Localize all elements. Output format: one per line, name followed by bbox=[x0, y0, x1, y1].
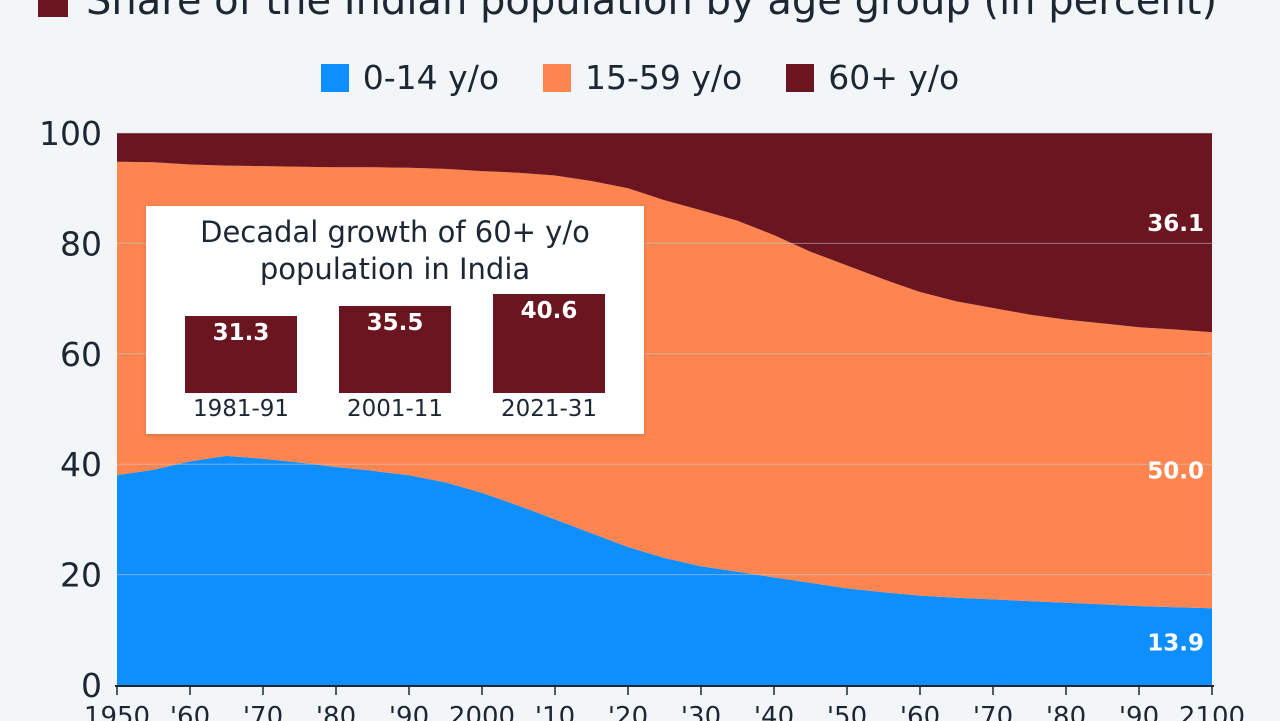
y-tick-label: 20 bbox=[60, 556, 102, 595]
x-tick-label: 1950 bbox=[84, 702, 150, 721]
x-tick-label: '70 bbox=[243, 702, 283, 721]
inset-bar-category: 1981-91 bbox=[192, 396, 290, 422]
legend-swatch-working bbox=[543, 63, 572, 92]
x-tick-label: '30 bbox=[681, 702, 721, 721]
inset-bar-category: 2021-31 bbox=[500, 396, 598, 422]
area-0-14 bbox=[117, 455, 1212, 685]
x-tick-label: '20 bbox=[608, 702, 648, 721]
inset-bar-value: 35.5 bbox=[366, 310, 424, 337]
end-labels: 13.9 50.0 36.1 bbox=[1147, 211, 1204, 656]
x-tick-label: '60 bbox=[900, 702, 940, 721]
y-tick-label: 40 bbox=[60, 445, 102, 484]
legend-item-young: 0-14 y/o bbox=[320, 58, 500, 97]
chart-title-text: Share of the Indian population by age gr… bbox=[86, 0, 1218, 24]
legend-label-old: 60+ y/o bbox=[828, 58, 960, 97]
x-tick-label: '70 bbox=[973, 702, 1013, 721]
inset-bar-value: 40.6 bbox=[520, 297, 578, 324]
x-tick-label: '60 bbox=[170, 702, 210, 721]
inset-bar-category: 2001-11 bbox=[346, 396, 444, 422]
legend-label-working: 15-59 y/o bbox=[585, 58, 743, 97]
y-tick-label: 0 bbox=[81, 666, 102, 705]
x-tick-label: '90 bbox=[389, 702, 429, 721]
legend-item-working: 15-59 y/o bbox=[543, 58, 742, 97]
x-tick-label: 2100 bbox=[1179, 702, 1245, 721]
inset-bar-value: 31.3 bbox=[212, 320, 270, 347]
x-tick-label: '40 bbox=[754, 702, 794, 721]
y-tick-label: 80 bbox=[60, 224, 102, 263]
x-tick-label: '80 bbox=[1046, 702, 1086, 721]
x-tick-label: '90 bbox=[1119, 702, 1159, 721]
x-tick-label: 2000 bbox=[449, 702, 515, 721]
x-tick-label: '80 bbox=[316, 702, 356, 721]
y-tick-label: 100 bbox=[39, 114, 102, 153]
inset-bar bbox=[493, 293, 605, 393]
inset-bar bbox=[185, 316, 297, 393]
y-axis: 0 20 40 60 80 100 bbox=[39, 114, 102, 705]
x-axis: 1950 '60 '70 '80 '90 2000 '10 '20 '30 '40 '50 '60 '7… bbox=[84, 685, 1245, 721]
legend-item-old: 60+ y/o bbox=[786, 58, 959, 97]
legend-label-young: 0-14 y/o bbox=[362, 58, 500, 97]
inset-bar-chart: Decadal growth of 60+ y/o population in … bbox=[146, 206, 644, 434]
legend-swatch-old bbox=[786, 63, 815, 92]
title-swatch bbox=[38, 0, 68, 17]
end-label: 13.9 bbox=[1147, 630, 1204, 656]
x-tick-label: '10 bbox=[535, 702, 575, 721]
legend: 0-14 y/o 15-59 y/o 60+ y/o bbox=[0, 58, 1280, 97]
inset-title: Decadal growth of 60+ y/o population in … bbox=[200, 215, 590, 286]
legend-swatch-young bbox=[320, 63, 349, 92]
area-60-plus bbox=[117, 133, 1212, 333]
inset-bar bbox=[339, 306, 451, 393]
end-label: 36.1 bbox=[1147, 211, 1204, 237]
y-tick-label: 60 bbox=[60, 335, 102, 374]
end-label: 50.0 bbox=[1147, 458, 1204, 484]
chart-title: Share of the Indian population by age gr… bbox=[38, 0, 1217, 24]
x-tick-label: '50 bbox=[827, 702, 867, 721]
